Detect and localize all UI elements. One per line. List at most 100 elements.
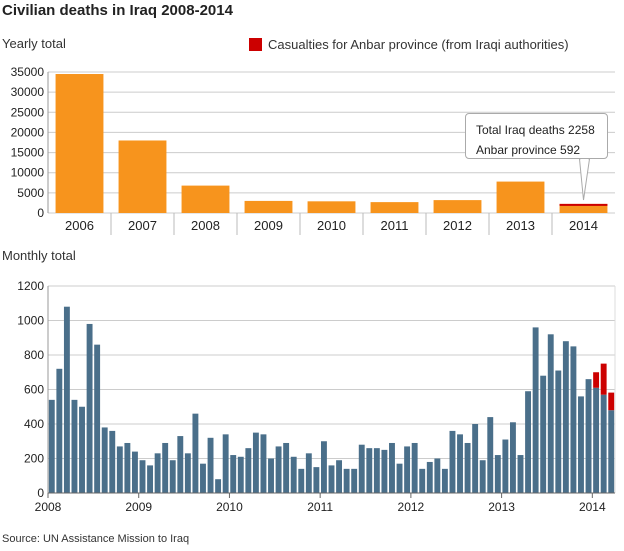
chart-title: Civilian deaths in Iraq 2008-2014 (2, 2, 233, 19)
monthly-xtick-label: 2013 (488, 500, 515, 514)
monthly-bar (56, 368, 63, 493)
monthly-bar (139, 460, 146, 493)
monthly-bar (48, 399, 55, 493)
yearly-bar-2006 (55, 74, 104, 213)
monthly-bar (222, 434, 229, 493)
legend-text: Casualties for Anbar province (from Iraq… (268, 37, 569, 52)
monthly-bar (593, 387, 600, 493)
monthly-bar (313, 467, 320, 493)
yearly-category-label: 2006 (65, 218, 94, 233)
monthly-bar (184, 453, 191, 493)
monthly-bar (147, 465, 154, 493)
yearly-category-label: 2009 (254, 218, 283, 233)
monthly-xtick-label: 2014 (579, 500, 606, 514)
monthly-bar (169, 460, 176, 493)
monthly-bar (192, 413, 199, 493)
yearly-category-label: 2007 (128, 218, 157, 233)
yearly-bar-2012 (433, 200, 482, 213)
yearly-bar-2010 (307, 201, 356, 213)
yearly-ytick-label: 25000 (11, 105, 45, 119)
monthly-ytick-label: 600 (24, 383, 44, 397)
yearly-category-label: 2011 (381, 218, 409, 233)
monthly-bar (290, 456, 297, 493)
callout-line2: Anbar province 592 (476, 143, 581, 157)
monthly-anbar-bar (593, 372, 600, 388)
monthly-bar (525, 391, 532, 493)
monthly-bar (419, 468, 426, 493)
yearly-bar-2014 (559, 203, 608, 213)
monthly-bar (479, 460, 486, 493)
monthly-bar (449, 430, 456, 493)
monthly-bar (63, 306, 70, 493)
monthly-ytick-label: 1000 (17, 314, 44, 328)
monthly-bar (585, 379, 592, 493)
monthly-bar (237, 456, 244, 493)
source-note: Source: UN Assistance Mission to Iraq (2, 533, 190, 545)
monthly-label: Monthly total (2, 248, 76, 263)
yearly-bar-2008 (181, 185, 230, 213)
callout-box: Total Iraq deaths 2258 Anbar province 59… (465, 113, 608, 159)
monthly-bar (283, 442, 290, 493)
yearly-bar-2013 (496, 181, 545, 213)
monthly-bar (79, 406, 85, 493)
monthly-bar (366, 448, 373, 493)
legend-swatch (249, 38, 262, 51)
yearly-bar-2009 (244, 200, 293, 213)
monthly-ytick-label: 200 (24, 452, 44, 466)
monthly-bar (260, 434, 267, 493)
monthly-ytick-label: 800 (24, 348, 44, 362)
monthly-bar (245, 448, 252, 493)
yearly-label: Yearly total (2, 36, 66, 51)
monthly-bar (509, 422, 516, 493)
monthly-bar (252, 432, 259, 493)
monthly-bar (131, 451, 138, 493)
monthly-bar (351, 468, 358, 493)
monthly-bar (472, 424, 479, 493)
yearly-category-label: 2008 (191, 218, 220, 233)
legend: Casualties for Anbar province (from Iraq… (249, 37, 569, 52)
monthly-ytick-label: 400 (24, 417, 44, 431)
monthly-bar (275, 446, 282, 493)
monthly-bar (502, 439, 509, 493)
yearly-category-label: 2014 (569, 218, 598, 233)
monthly-bar (464, 442, 471, 493)
monthly-bar (517, 455, 524, 493)
yearly-category-label: 2013 (506, 218, 535, 233)
monthly-bar (494, 455, 501, 493)
yearly-category-label: 2012 (443, 218, 472, 233)
monthly-bar (381, 449, 388, 493)
monthly-bar (320, 441, 327, 493)
monthly-xtick-label: 2011 (307, 500, 333, 514)
monthly-bar (109, 430, 116, 493)
monthly-bar (215, 479, 222, 493)
yearly-bar-2007 (118, 140, 167, 213)
monthly-bar (540, 375, 547, 493)
yearly-category-label: 2010 (317, 218, 346, 233)
monthly-bar (555, 370, 562, 493)
monthly-bar (328, 465, 335, 493)
monthly-bar (124, 442, 131, 493)
monthly-bar (268, 458, 274, 493)
callout-line1: Total Iraq deaths 2258 (476, 123, 595, 137)
callout-pointer (578, 158, 591, 201)
monthly-bar (457, 434, 463, 493)
monthly-bar (547, 334, 554, 493)
monthly-bar (162, 442, 169, 493)
monthly-ytick-label: 1200 (17, 279, 44, 293)
monthly-bar (532, 327, 539, 493)
monthly-bar (426, 461, 433, 493)
yearly-anbar-bar-2014 (559, 203, 608, 206)
yearly-ytick-label: 5000 (17, 186, 44, 200)
yearly-ytick-label: 30000 (11, 85, 45, 99)
monthly-bar (396, 463, 403, 493)
monthly-bar (358, 444, 365, 493)
monthly-bar (600, 394, 607, 493)
monthly-bar (487, 417, 494, 493)
yearly-ytick-label: 20000 (11, 125, 45, 139)
monthly-bar (343, 468, 350, 493)
monthly-bar (230, 455, 237, 493)
monthly-bar (305, 453, 312, 493)
monthly-bar (570, 346, 577, 493)
monthly-bar (116, 446, 123, 493)
